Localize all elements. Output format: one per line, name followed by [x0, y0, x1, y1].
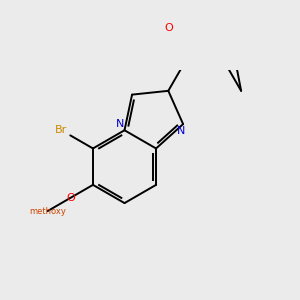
Text: O: O: [218, 0, 227, 1]
Text: N: N: [177, 126, 185, 136]
Text: N: N: [116, 119, 124, 129]
Text: O: O: [164, 23, 173, 33]
Text: Br: Br: [55, 125, 67, 135]
Text: methoxy: methoxy: [29, 207, 66, 216]
Text: O: O: [66, 193, 75, 203]
